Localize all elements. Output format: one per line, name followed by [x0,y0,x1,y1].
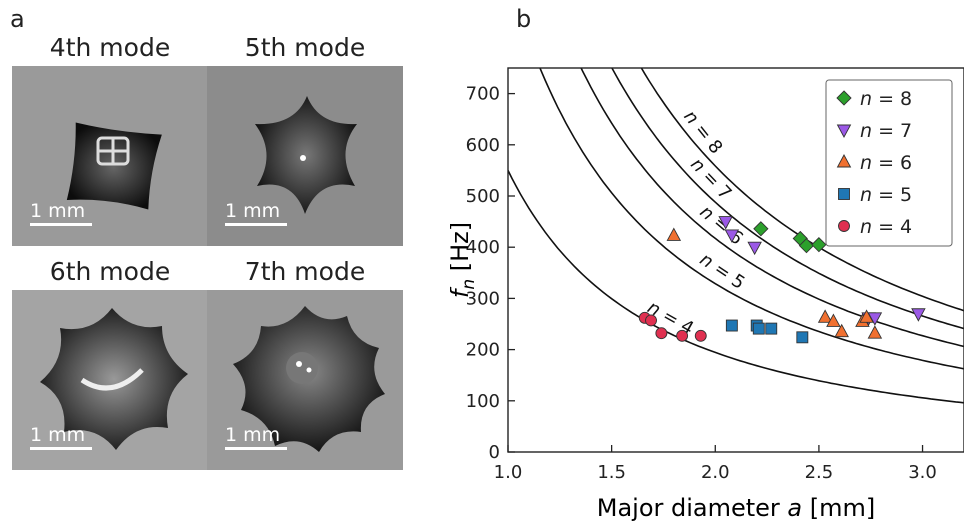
photo-4th-mode: 1 mm [12,66,208,246]
panel-a-label: a [10,5,25,33]
scale-bar-5th [225,223,287,226]
y-tick-label: 400 [466,237,500,258]
theory-curve-n7 [611,68,964,330]
photo-title-7th: 7th mode [244,257,366,286]
y-tick-label: 600 [466,135,500,156]
x-tick-label: 1.5 [597,462,626,483]
photo-title-6th: 6th mode [49,257,171,286]
x-tick-label: 3.0 [908,462,937,483]
photo-5th-mode: 1 mm [207,66,403,246]
scale-label-5th: 1 mm [225,200,281,222]
data-point-n4 [655,327,668,340]
scale-label-6th: 1 mm [30,424,86,446]
y-tick-label: 300 [466,288,500,309]
scale-label-7th: 1 mm [225,424,281,446]
data-point-n6 [817,309,833,323]
legend-marker-n8 [836,90,852,106]
data-point-n4 [694,329,707,342]
data-point-n7 [718,216,733,230]
scale-bar-4th [30,223,92,226]
scale-bar-7th [225,447,287,450]
data-point-n4 [645,314,657,327]
x-tick-label: 2.0 [701,462,730,483]
data-point-n7 [724,229,740,243]
data-point-n6 [867,325,883,339]
scale-label-4th: 1 mm [30,200,86,222]
droplet-6-lobe-photo-icon [40,308,188,450]
photo-title-4th: 4th mode [49,33,171,62]
legend-label-n7: n = 7 [860,120,912,142]
theory-curves [508,68,964,404]
y-tick-label: 100 [466,391,500,412]
scale-bar-6th [30,447,92,450]
y-tick-label: 500 [466,186,500,207]
legend: n = 8 n = 7 n = 6 n = 5 n = 4 [825,79,953,247]
theory-curve-n4 [508,170,964,404]
data-point-n7 [747,241,762,256]
photo-7th-mode: 1 mm [207,290,403,470]
legend-label-n4: n = 4 [860,216,912,238]
x-axis-label: Major diameter a [mm] [597,494,876,521]
data-point-n7 [911,308,926,322]
y-axis-label: fn [Hz] [450,222,479,298]
data-point-n5 [765,322,778,335]
data-point-n8 [798,238,815,254]
droplet-7-lobe-photo-icon [233,306,385,452]
frequency-vs-diameter-chart: n = 4 n = 5 n = 6 n = 7 n = 8 1.0 1.5 2.0 2.5 3.… [450,67,964,521]
data-point-n6 [859,309,874,323]
theory-curve-n8 [640,68,964,312]
panel-b-label: b [516,5,532,33]
data-point-n8 [811,237,827,253]
data-point-n5 [796,331,809,344]
data-point-n8 [753,221,769,237]
x-tick-label: 2.5 [805,462,834,483]
data-point-n6 [666,227,682,241]
legend-marker-n6 [836,154,852,168]
legend-label-n6: n = 6 [860,152,912,174]
y-tick-label: 200 [466,340,500,361]
data-points [638,216,926,344]
legend-label-n5: n = 5 [860,184,912,206]
legend-marker-n7 [836,124,852,138]
y-axis-ticks: 0 100 200 300 400 500 600 700 [466,84,515,463]
theory-curve-n6 [580,68,964,348]
legend-box [825,79,953,247]
data-point-n5 [725,319,738,332]
plot-frame [507,67,964,453]
photo-6th-mode: 1 mm [12,290,208,470]
y-tick-label: 0 [489,442,500,463]
data-point-n6 [826,313,841,327]
theory-curve-n5 [539,68,964,370]
data-point-n4 [676,329,689,342]
legend-marker-n4 [838,220,850,232]
x-tick-label: 1.0 [494,462,523,483]
droplet-5-lobe-photo-icon [255,96,357,214]
data-point-n5 [752,322,765,335]
droplet-4-lobe-photo-icon [66,122,162,210]
data-point-n6 [834,323,849,338]
legend-label-n8: n = 8 [860,88,912,110]
x-axis-ticks: 1.0 1.5 2.0 2.5 3.0 [494,445,937,483]
y-tick-label: 700 [466,84,500,105]
photo-title-5th: 5th mode [244,33,366,62]
legend-marker-n5 [838,188,850,200]
